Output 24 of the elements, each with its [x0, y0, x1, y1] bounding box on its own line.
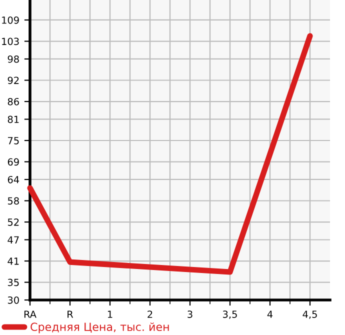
y-tick-label: 52 — [8, 218, 19, 226]
y-tick-label: 64 — [8, 176, 20, 184]
x-tick-label: R — [68, 310, 74, 318]
y-tick-label: 41 — [8, 258, 19, 265]
y-tick-label: 92 — [8, 76, 19, 84]
x-tick-label: 3 — [188, 310, 192, 318]
y-tick-label: 30 — [8, 296, 19, 304]
x-tick-label: 3,5 — [223, 310, 237, 319]
y-tick-label: 103 — [2, 38, 19, 46]
y-tick-label: 35 — [8, 278, 19, 286]
y-tick-label: 98 — [8, 55, 19, 63]
y-tick-label: 109 — [2, 16, 19, 24]
y-tick-label: 86 — [8, 98, 19, 106]
y-tick-label: 81 — [8, 116, 19, 124]
x-tick-label: 4,5 — [302, 310, 317, 319]
x-tick-label: RA — [24, 310, 36, 318]
x-tick-label: 1 — [108, 310, 112, 318]
x-tick-label: 4 — [267, 310, 273, 318]
x-tick-label: 2 — [148, 310, 152, 318]
y-tick-label: 58 — [8, 197, 19, 205]
y-tick-label: 69 — [8, 158, 19, 166]
y-tick-label: 47 — [8, 236, 19, 244]
legend-label: Средняя Цена, тыс. йен — [30, 322, 169, 334]
y-tick-label: 75 — [8, 137, 19, 144]
